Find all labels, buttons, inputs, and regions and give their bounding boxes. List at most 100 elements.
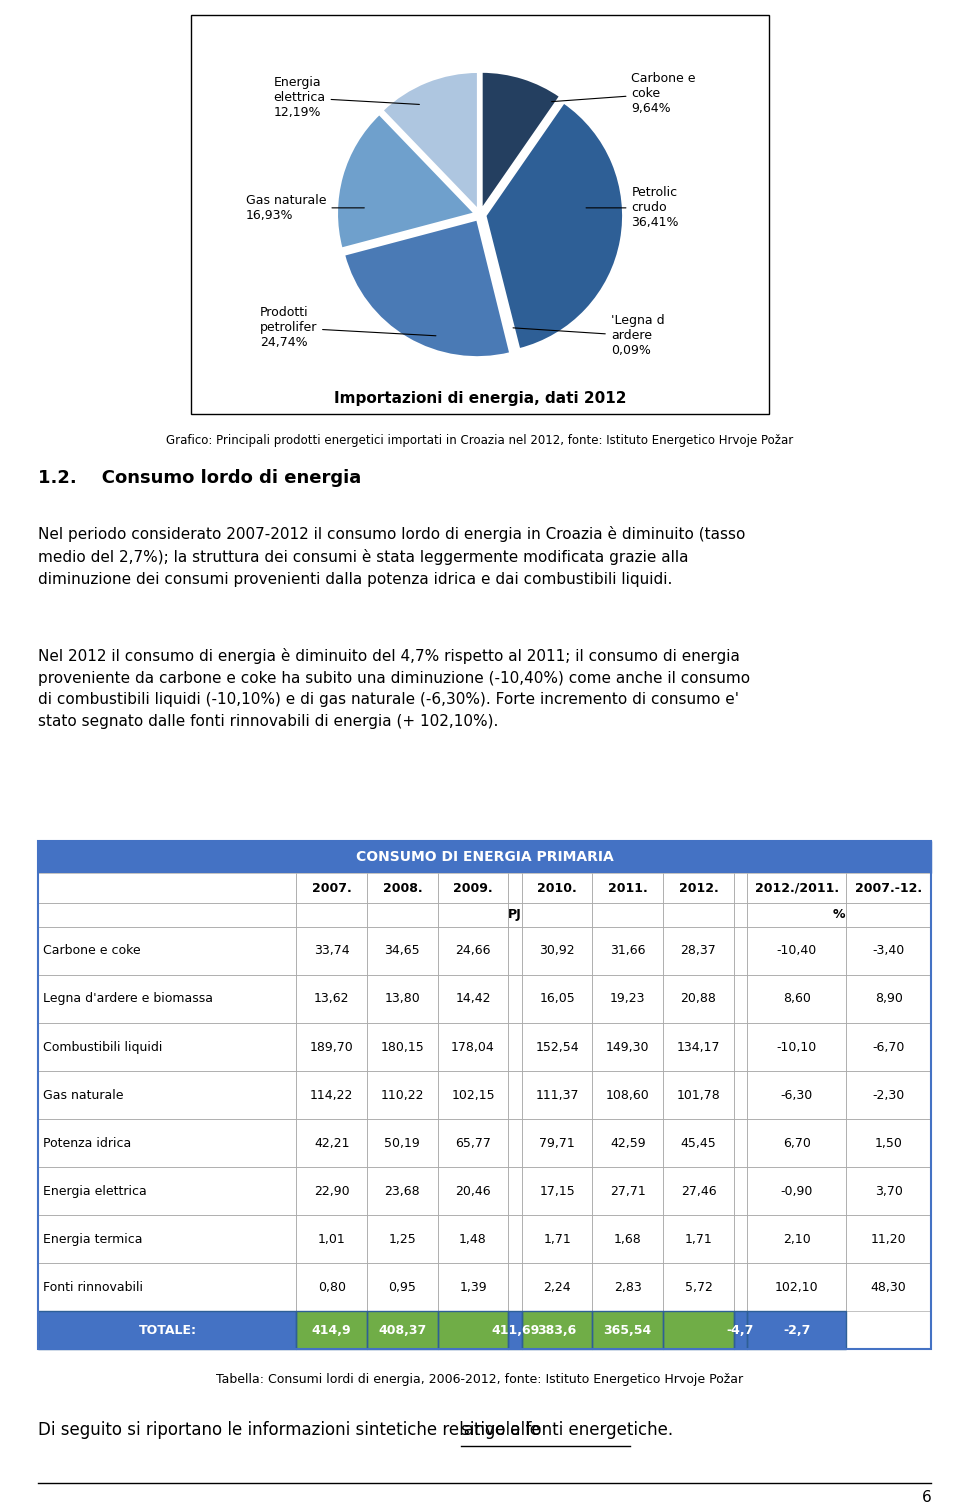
Bar — [846, 1263, 931, 1311]
Bar — [38, 841, 931, 1349]
Text: -10,40: -10,40 — [777, 945, 817, 957]
Bar — [846, 927, 931, 975]
Text: TOTALE:: TOTALE: — [138, 1323, 197, 1337]
Bar — [438, 1215, 509, 1263]
Bar — [663, 1263, 733, 1311]
Bar — [733, 1215, 747, 1263]
Bar — [663, 1120, 733, 1168]
Bar — [592, 927, 663, 975]
Bar — [367, 1215, 438, 1263]
Text: -4,7: -4,7 — [727, 1323, 755, 1337]
Text: 30,92: 30,92 — [540, 945, 575, 957]
Bar — [522, 874, 592, 903]
Bar — [663, 1023, 733, 1071]
Bar — [509, 874, 522, 903]
Bar — [846, 1215, 931, 1263]
Bar — [747, 903, 846, 927]
Bar — [509, 1120, 522, 1168]
Text: 1,25: 1,25 — [389, 1233, 417, 1246]
Text: 8,90: 8,90 — [875, 993, 902, 1005]
Text: 1,01: 1,01 — [318, 1233, 346, 1246]
Bar — [747, 1263, 846, 1311]
Bar — [747, 927, 846, 975]
Bar — [846, 1023, 931, 1071]
Bar — [522, 1071, 592, 1120]
Bar — [522, 1168, 592, 1215]
Bar — [367, 1120, 438, 1168]
Bar — [509, 1168, 522, 1215]
Text: CONSUMO DI ENERGIA PRIMARIA: CONSUMO DI ENERGIA PRIMARIA — [356, 850, 613, 864]
Bar — [38, 1071, 297, 1120]
Bar — [438, 1071, 509, 1120]
Bar — [367, 975, 438, 1023]
Bar — [38, 1071, 297, 1120]
Bar — [38, 1215, 297, 1263]
Bar — [733, 1311, 747, 1349]
Text: 48,30: 48,30 — [871, 1281, 906, 1295]
Bar — [191, 15, 769, 414]
Text: 152,54: 152,54 — [536, 1040, 579, 1053]
Bar — [663, 1071, 733, 1120]
Text: Potenza idrica: Potenza idrica — [43, 1136, 132, 1150]
Bar — [367, 1311, 438, 1349]
Bar — [733, 903, 747, 927]
Text: 11,20: 11,20 — [871, 1233, 906, 1246]
Text: 20,46: 20,46 — [455, 1185, 491, 1198]
Text: 22,90: 22,90 — [314, 1185, 349, 1198]
Text: 20,88: 20,88 — [681, 993, 716, 1005]
Bar — [38, 1120, 297, 1168]
Text: 1,48: 1,48 — [459, 1233, 487, 1246]
Bar — [509, 903, 522, 927]
Bar — [846, 1023, 931, 1071]
Bar — [733, 1168, 747, 1215]
Bar — [846, 1263, 931, 1311]
Bar — [438, 1215, 509, 1263]
Text: 2,83: 2,83 — [614, 1281, 641, 1295]
Bar — [747, 1311, 846, 1349]
Text: -6,70: -6,70 — [873, 1040, 904, 1053]
Bar — [846, 874, 931, 903]
Text: Importazioni di energia, dati 2012: Importazioni di energia, dati 2012 — [334, 392, 626, 407]
Bar — [297, 1120, 367, 1168]
Text: 28,37: 28,37 — [681, 945, 716, 957]
Bar — [663, 1023, 733, 1071]
Bar — [38, 927, 297, 975]
Bar — [733, 874, 747, 903]
Bar — [367, 874, 438, 903]
Bar — [367, 1023, 438, 1071]
Text: 101,78: 101,78 — [677, 1088, 720, 1102]
Bar — [38, 1263, 297, 1311]
Bar — [38, 1215, 297, 1263]
Bar — [297, 975, 367, 1023]
Wedge shape — [486, 102, 623, 350]
Text: 8,60: 8,60 — [782, 993, 810, 1005]
Bar — [438, 1120, 509, 1168]
Text: Combustibili liquidi: Combustibili liquidi — [43, 1040, 162, 1053]
Bar — [733, 1215, 747, 1263]
Bar — [509, 1215, 522, 1263]
Text: 2010.: 2010. — [538, 882, 577, 895]
Bar — [592, 975, 663, 1023]
Text: -2,7: -2,7 — [783, 1323, 810, 1337]
Bar — [592, 1311, 663, 1349]
Bar — [509, 1023, 522, 1071]
Bar — [522, 1120, 592, 1168]
Text: Carbone e coke: Carbone e coke — [43, 945, 141, 957]
Bar — [297, 903, 367, 927]
Bar — [747, 1071, 846, 1120]
Text: 23,68: 23,68 — [385, 1185, 420, 1198]
Bar — [522, 1120, 592, 1168]
Bar — [367, 975, 438, 1023]
Text: 1,68: 1,68 — [614, 1233, 641, 1246]
Text: Carbone e
coke
9,64%: Carbone e coke 9,64% — [552, 72, 696, 115]
Bar — [509, 1215, 522, 1263]
Bar — [38, 1311, 297, 1349]
Bar — [592, 903, 663, 927]
Bar — [38, 1311, 297, 1349]
Bar — [733, 903, 747, 927]
Bar — [733, 1263, 747, 1311]
Bar — [438, 1168, 509, 1215]
Bar — [846, 975, 931, 1023]
Text: -0,90: -0,90 — [780, 1185, 813, 1198]
Bar — [438, 927, 509, 975]
